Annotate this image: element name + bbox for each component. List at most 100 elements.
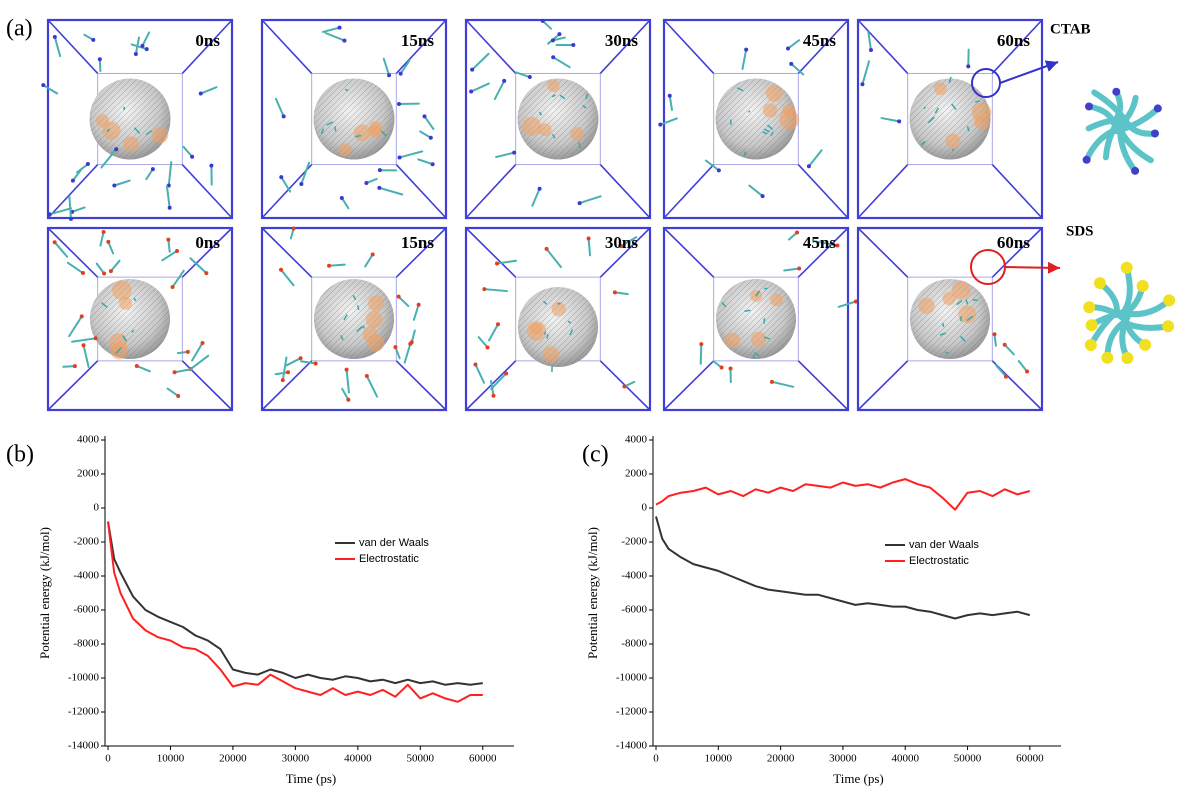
box-edge (857, 19, 909, 75)
head-group (299, 182, 304, 187)
head-group (744, 47, 749, 52)
free-chain (280, 268, 295, 287)
adsorbed-chain (965, 299, 969, 305)
box-edge (395, 360, 447, 411)
head-group (41, 83, 46, 88)
simulation-box: 0ns (46, 226, 234, 412)
head (1083, 301, 1096, 314)
head (1150, 129, 1159, 138)
free-chain (471, 52, 490, 71)
free-chain (345, 368, 350, 394)
free-chain (783, 267, 801, 272)
patch (779, 109, 800, 130)
y-tick-label: -4000 (73, 570, 99, 582)
head-group (719, 365, 724, 370)
panel-label: (b) (6, 442, 34, 468)
simulation-box: 15ns (260, 18, 448, 220)
free-chain (165, 185, 171, 209)
series-line (107, 521, 483, 686)
free-chain (419, 130, 432, 139)
box-edge (261, 19, 313, 75)
free-chain (300, 360, 317, 365)
head-group (102, 271, 107, 276)
box-inner (907, 72, 993, 166)
head-group (285, 370, 290, 375)
simulation-box: 45ns (658, 18, 850, 220)
head (1085, 319, 1098, 332)
head-group (502, 78, 507, 83)
patch (522, 116, 542, 137)
head-group (618, 244, 623, 249)
head-group (150, 167, 155, 172)
free-chain (551, 36, 566, 42)
box-edge (857, 163, 909, 219)
free-chain (328, 263, 346, 267)
box-edge (991, 227, 1043, 278)
zoom-arrow (1004, 261, 1061, 274)
adsorbed-chain (380, 130, 387, 137)
legend-label: Electrostatic (909, 555, 969, 567)
head-group (68, 216, 73, 221)
head-group (897, 119, 902, 124)
free-chain (397, 295, 410, 308)
free-chain (189, 257, 208, 275)
patch (942, 292, 956, 306)
free-chain (100, 148, 118, 169)
x-tick-label: 20000 (219, 753, 247, 765)
patch (112, 280, 132, 301)
head-group (172, 370, 177, 375)
x-tick-label: 60000 (1016, 753, 1044, 765)
head-group (79, 314, 84, 319)
head-group (339, 196, 344, 201)
adsorbed-chain (939, 332, 947, 336)
free-chain (493, 79, 506, 101)
particle-texture (909, 278, 991, 360)
free-chain (167, 238, 171, 253)
patch (122, 136, 139, 153)
head (1082, 155, 1091, 164)
y-tick-label: -10000 (616, 672, 648, 684)
head-group (364, 181, 369, 186)
y-tick-label: -8000 (621, 638, 647, 650)
head-group (397, 155, 402, 160)
box-edge (857, 360, 909, 411)
head-group (699, 342, 704, 347)
x-tick-label: 40000 (891, 753, 919, 765)
free-chain (470, 82, 490, 93)
adsorbed-chain (551, 133, 556, 139)
free-chain (281, 356, 288, 382)
time-label: 45ns (803, 31, 836, 50)
simulation-box: 15ns (260, 226, 448, 412)
head-group (473, 362, 478, 367)
adsorbed-chain (145, 130, 153, 136)
adsorbed-chain (923, 106, 927, 110)
patch (362, 326, 378, 342)
adsorbed-chain (578, 142, 581, 149)
free-chain (274, 371, 289, 376)
adsorbed-chain (356, 305, 360, 311)
adsorbed-chain (763, 336, 771, 340)
x-tick-label: 40000 (344, 753, 372, 765)
free-chain (341, 387, 350, 401)
head-group (577, 201, 582, 206)
adsorbed-chain (934, 107, 940, 114)
free-chain (514, 71, 531, 79)
head-group (860, 82, 865, 87)
head-group (527, 75, 532, 80)
patch (102, 121, 121, 140)
box-edge (797, 360, 849, 411)
head-group (658, 122, 663, 127)
adsorbed-chain (755, 290, 761, 297)
particle-texture (517, 286, 599, 368)
free-chain (161, 249, 178, 262)
free-chain (68, 315, 83, 338)
head-group (537, 186, 542, 191)
adsorbed-chain (326, 121, 334, 126)
free-chain (95, 262, 106, 275)
free-chain (280, 176, 292, 193)
patch (971, 102, 992, 122)
patch (762, 103, 778, 118)
head-group (795, 230, 800, 235)
box-edge (465, 227, 517, 278)
free-chain (76, 163, 89, 174)
